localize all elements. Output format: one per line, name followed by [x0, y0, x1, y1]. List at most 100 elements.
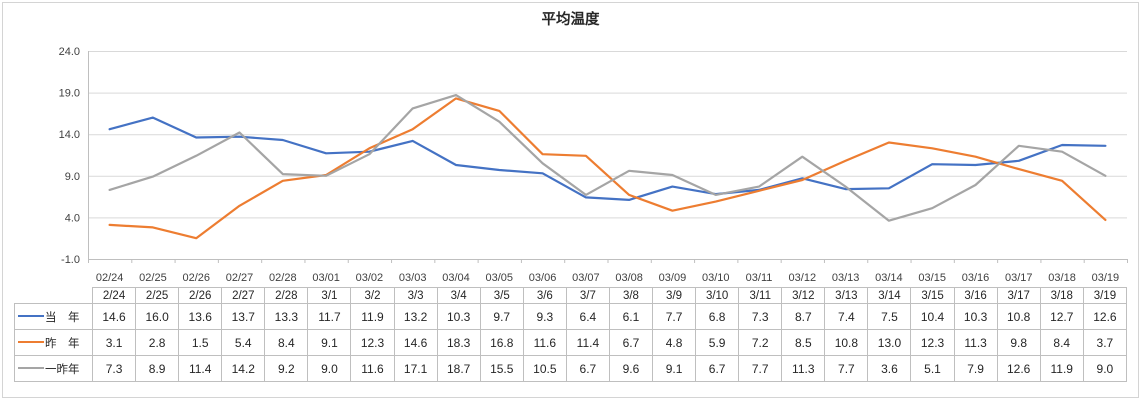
y-axis-label: 9.0	[65, 171, 80, 183]
table-date-header: 3/16	[953, 287, 998, 304]
plot-area: 24.0 19.0 14.0 9.0 4.0 -1.0 02/24 02/25 02/26 02/…	[59, 46, 1128, 284]
table-corner-cell	[14, 287, 93, 304]
table-value-cell: 16.8	[479, 329, 524, 356]
table-value-cell: 7.7	[652, 303, 697, 330]
x-axis-label: 03/07	[572, 272, 600, 284]
table-date-header: 2/27	[221, 287, 266, 304]
y-axis-label: -1.0	[61, 254, 80, 266]
table-date-header: 3/11	[738, 287, 783, 304]
table-value-cell: 17.1	[393, 355, 438, 382]
table-value-cell: 14.2	[221, 355, 266, 382]
x-axis-label: 03/19	[1092, 272, 1120, 284]
table-date-header: 2/25	[135, 287, 180, 304]
legend-item-1: 昨 年	[14, 329, 93, 356]
x-axis-label: 03/09	[659, 272, 687, 284]
table-value-cell: 8.9	[135, 355, 180, 382]
table-value-cell: 10.8	[824, 329, 869, 356]
x-axis-label: 03/02	[356, 272, 384, 284]
table-value-cell: 18.7	[436, 355, 481, 382]
table-value-cell: 11.9	[350, 303, 395, 330]
data-table: 2/24 2/25 2/26 2/27 2/28 3/1 3/2 3/3 3/4 3/5 3/6 3/…	[14, 287, 1128, 382]
x-axis-label: 03/18	[1048, 272, 1076, 284]
table-value-cell: 11.3	[953, 329, 998, 356]
table-date-header: 3/15	[910, 287, 955, 304]
table-date-header: 3/13	[824, 287, 869, 304]
table-value-cell: 6.7	[695, 355, 740, 382]
table-date-header: 3/17	[996, 287, 1041, 304]
table-value-cell: 9.0	[1082, 355, 1128, 382]
series-line-2	[108, 93, 1107, 222]
x-axis-label: 03/13	[832, 272, 860, 284]
table-row-series-1: 昨 年 3.1 2.8 1.5 5.4 8.4 9.1 12.3 14.6 18.3 16.8 11.…	[14, 329, 1128, 356]
table-date-row: 2/24 2/25 2/26 2/27 2/28 3/1 3/2 3/3 3/4 3/5 3/6 3/…	[14, 287, 1128, 304]
table-value-cell: 13.2	[393, 303, 438, 330]
x-axis-label: 03/14	[875, 272, 903, 284]
table-value-cell: 9.2	[264, 355, 309, 382]
table-value-cell: 11.4	[178, 355, 223, 382]
table-value-cell: 4.8	[652, 329, 697, 356]
table-date-header: 3/8	[608, 287, 654, 304]
table-value-cell: 9.3	[522, 303, 567, 330]
table-value-cell: 6.1	[608, 303, 654, 330]
table-value-cell: 9.0	[307, 355, 352, 382]
table-value-cell: 13.3	[264, 303, 309, 330]
table-value-cell: 8.4	[1039, 329, 1084, 356]
series-line-0	[108, 116, 1107, 201]
table-value-cell: 10.8	[996, 303, 1041, 330]
series-name-label: 当 年	[45, 311, 80, 324]
chart-title: 平均温度	[541, 12, 600, 28]
table-date-header: 3/6	[522, 287, 567, 304]
table-value-cell: 11.4	[565, 329, 610, 356]
table-value-cell: 10.3	[436, 303, 481, 330]
table-date-header: 3/2	[350, 287, 395, 304]
table-value-cell: 8.5	[781, 329, 826, 356]
table-value-cell: 12.3	[350, 329, 395, 356]
table-date-header: 3/7	[565, 287, 610, 304]
table-value-cell: 7.4	[824, 303, 869, 330]
table-value-cell: 3.7	[1082, 329, 1128, 356]
table-value-cell: 3.1	[91, 329, 137, 356]
table-value-cell: 7.5	[867, 303, 912, 330]
table-date-header: 3/18	[1039, 287, 1084, 304]
table-value-cell: 3.6	[867, 355, 912, 382]
x-axis-label: 02/26	[182, 272, 210, 284]
table-date-header: 3/14	[867, 287, 912, 304]
table-value-cell: 11.3	[781, 355, 826, 382]
table-value-cell: 5.4	[221, 329, 266, 356]
x-axis-label: 03/03	[399, 272, 427, 284]
x-axis-label: 03/04	[442, 272, 470, 284]
data-table-grid: 2/24 2/25 2/26 2/27 2/28 3/1 3/2 3/3 3/4 3/5 3/6 3/…	[14, 287, 1128, 382]
series-line-swatch-icon	[18, 340, 44, 343]
table-row-series-2: 一昨年 7.3 8.9 11.4 14.2 9.2 9.0 11.6 17.1 18.7 15.5 1…	[14, 355, 1128, 382]
table-value-cell: 8.7	[781, 303, 826, 330]
table-value-cell: 14.6	[91, 303, 137, 330]
x-axis-label: 03/15	[918, 272, 946, 284]
table-date-header: 2/24	[91, 287, 137, 304]
table-value-cell: 6.7	[565, 355, 610, 382]
table-value-cell: 13.6	[178, 303, 223, 330]
x-axis-label: 03/11	[746, 272, 773, 284]
x-axis-label: 03/12	[789, 272, 817, 284]
x-axis-label: 02/28	[269, 272, 297, 284]
x-axis-label: 03/06	[529, 272, 557, 284]
x-axis-label: 03/16	[962, 272, 990, 284]
series-line-1	[108, 97, 1107, 240]
table-date-header: 2/26	[178, 287, 223, 304]
table-date-header: 3/1	[307, 287, 352, 304]
table-value-cell: 7.3	[91, 355, 137, 382]
table-value-cell: 2.8	[135, 329, 180, 356]
y-axis-label: 4.0	[65, 212, 80, 224]
table-value-cell: 12.6	[1082, 303, 1128, 330]
table-value-cell: 7.9	[953, 355, 998, 382]
table-value-cell: 12.7	[1039, 303, 1084, 330]
table-value-cell: 9.1	[307, 329, 352, 356]
table-value-cell: 6.4	[565, 303, 610, 330]
series-line-swatch-icon	[18, 314, 44, 317]
table-value-cell: 9.1	[652, 355, 697, 382]
table-date-header: 3/19	[1082, 287, 1128, 304]
table-value-cell: 12.3	[910, 329, 955, 356]
table-date-header: 3/4	[436, 287, 481, 304]
table-value-cell: 10.3	[953, 303, 998, 330]
table-value-cell: 10.5	[522, 355, 567, 382]
